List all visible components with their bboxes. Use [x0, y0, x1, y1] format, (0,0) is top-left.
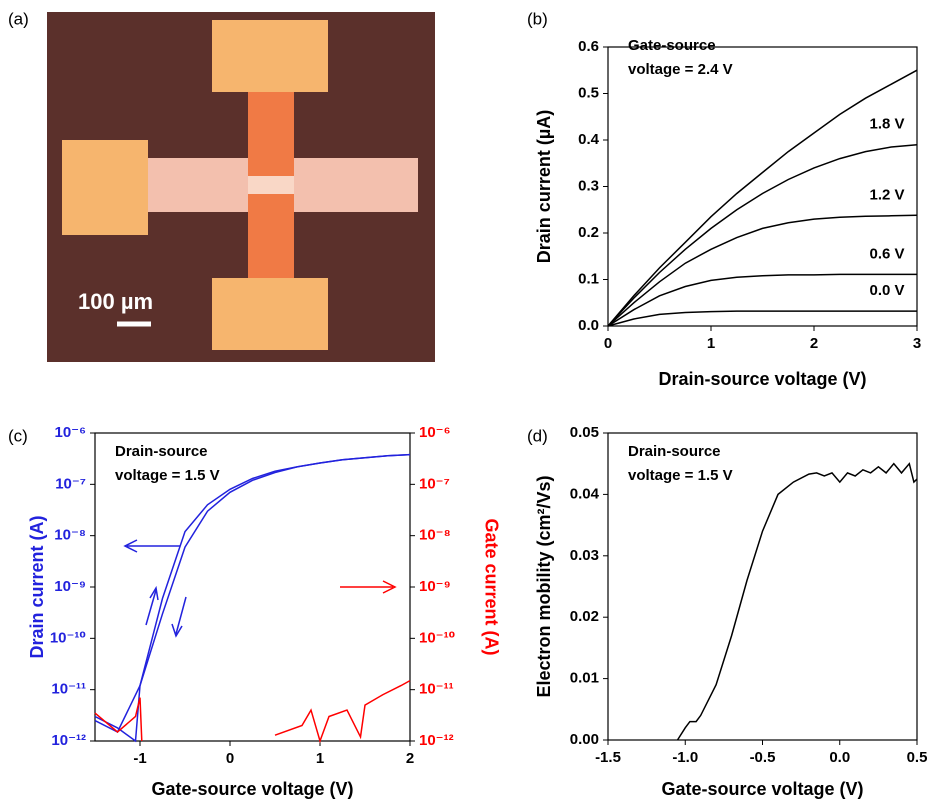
series-label: 1.8 V [869, 116, 904, 133]
y-tick-label: 10⁻¹⁰ [50, 629, 86, 646]
panel-label: (c) [8, 426, 28, 445]
x-tick-label: 0.5 [907, 749, 928, 766]
y-axis-label: Electron mobility (cm²/Vs) [534, 475, 554, 697]
y-tick-label: 10⁻⁹ [54, 578, 86, 595]
annotation: voltage = 2.4 V [628, 61, 733, 78]
series-label: 1.2 V [869, 186, 904, 203]
data-line [95, 455, 410, 741]
y-tick-label: 0.5 [578, 84, 599, 101]
y-tick-label: 0.03 [570, 547, 599, 564]
y2-tick-label: 10⁻¹² [419, 732, 454, 749]
x-tick-label: 1 [316, 750, 324, 767]
scale-bar-label: 100 µm [78, 289, 153, 314]
x-tick-label: 3 [913, 335, 921, 352]
panel-label: (b) [527, 9, 548, 28]
y-tick-label: 10⁻⁷ [55, 475, 86, 492]
data-line [678, 464, 918, 740]
y-tick-label: 0.00 [570, 731, 599, 748]
y-tick-label: 0.1 [578, 270, 599, 287]
y-axis-label: Drain current (A) [27, 515, 47, 658]
y-tick-label: 0.04 [570, 485, 600, 502]
x-tick-label: -1.0 [672, 749, 698, 766]
series-label: 0.0 V [869, 282, 904, 299]
x-tick-label: 1 [707, 335, 715, 352]
data-line [608, 215, 917, 326]
y-tick-label: 10⁻⁶ [54, 424, 86, 441]
x-tick-label: -1.5 [595, 749, 621, 766]
y-axis-label: Drain current (µA) [534, 110, 554, 263]
y2-tick-label: 10⁻¹⁰ [419, 629, 455, 646]
y-tick-label: 0.02 [570, 608, 599, 625]
annotation: Drain-source [628, 443, 721, 460]
data-line [608, 311, 917, 326]
x-tick-label: 2 [810, 335, 818, 352]
x-axis-label: Gate-source voltage (V) [661, 779, 863, 799]
y2-axis-label: Gate current (A) [481, 518, 501, 655]
x-tick-label: 2 [406, 750, 414, 767]
annotation: Drain-source [115, 443, 208, 460]
data-line [95, 455, 410, 732]
figure: (a) 100 µm (b) 0 1 2 3 0.0 0.1 0.2 0.3 0.4 0.5 0.6 D… [0, 0, 936, 802]
x-tick-label: 0 [604, 335, 612, 352]
x-tick-label: -1 [133, 750, 146, 767]
annotation: voltage = 1.5 V [628, 467, 733, 484]
y-tick-label: 0.0 [578, 317, 599, 334]
y-tick-label: 10⁻¹² [51, 732, 86, 749]
annotation: voltage = 1.5 V [115, 467, 220, 484]
y-tick-label: 0.3 [578, 177, 599, 194]
y2-tick-label: 10⁻⁸ [419, 527, 451, 544]
series-label: 0.6 V [869, 245, 904, 262]
panel-label: (d) [527, 426, 548, 445]
annotation: Gate-source [628, 37, 716, 54]
x-tick-label: 0 [226, 750, 234, 767]
y2-tick-label: 10⁻⁶ [419, 424, 451, 441]
y-tick-label: 10⁻⁸ [54, 527, 86, 544]
y-tick-label: 0.6 [578, 38, 599, 55]
y2-tick-label: 10⁻⁹ [419, 578, 451, 595]
y-tick-label: 0.2 [578, 224, 599, 241]
x-axis-label: Drain-source voltage (V) [658, 369, 866, 389]
y-tick-label: 10⁻¹¹ [51, 681, 86, 698]
x-axis-label: Gate-source voltage (V) [151, 779, 353, 799]
y2-tick-label: 10⁻⁷ [419, 475, 450, 492]
y-tick-label: 0.05 [570, 424, 599, 441]
data-line [95, 681, 410, 741]
y-tick-label: 0.4 [578, 131, 600, 148]
y2-tick-label: 10⁻¹¹ [419, 681, 454, 698]
x-tick-label: -0.5 [750, 749, 776, 766]
x-tick-label: 0.0 [829, 749, 850, 766]
panel-label: (a) [8, 9, 29, 28]
y-tick-label: 0.01 [570, 670, 599, 687]
